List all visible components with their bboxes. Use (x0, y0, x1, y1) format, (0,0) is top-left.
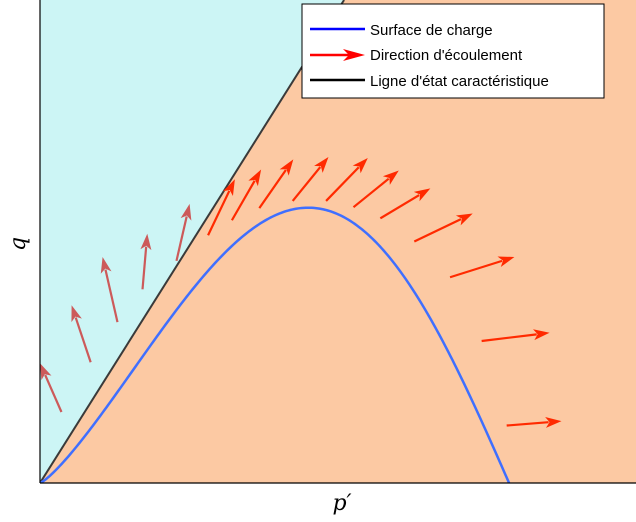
flow-arrow-shaft-4 (175, 216, 188, 262)
flow-arrow-head-15 (545, 416, 562, 428)
legend: Surface de charge Direction d'écoulement… (301, 3, 605, 99)
legend-label-flow-direction: Direction d'écoulement (370, 47, 523, 64)
legend-label-yield-surface: Surface de charge (370, 22, 493, 39)
flow-arrow-head-3 (140, 233, 152, 251)
flow-arrow-shaft-0 (44, 374, 63, 413)
flow-arrow-head-0 (40, 363, 52, 381)
flow-arrow-shaft-11 (379, 194, 420, 220)
flow-arrow-shaft-15 (506, 421, 549, 427)
flow-arrow-shaft-3 (141, 246, 148, 290)
flow-arrow-head-10 (382, 170, 399, 185)
flow-arrow-head-14 (533, 329, 550, 341)
flow-arrow-head-8 (314, 156, 329, 173)
x-axis-label: p′ (332, 491, 351, 516)
flow-arrow-shaft-9 (325, 166, 360, 202)
flow-arrow-head-12 (455, 213, 473, 226)
flow-arrow-head-6 (248, 169, 262, 187)
flow-arrow-head-4 (180, 203, 192, 221)
legend-label-characteristic-line: Ligne d'état caractéristique (370, 73, 549, 90)
flow-arrow-head-1 (71, 305, 82, 323)
yield-surface-contractant-part (40, 206, 511, 483)
legend-box (301, 3, 605, 99)
flow-arrow-shaft-7 (258, 169, 287, 209)
flow-arrow-head-7 (279, 159, 294, 176)
flow-arrow-shaft-8 (291, 166, 322, 202)
flow-arrow-head-9 (352, 157, 368, 174)
flow-arrow-head-2 (100, 256, 112, 274)
flow-arrow-shaft-10 (352, 177, 390, 209)
flow-arrow-shaft-13 (449, 259, 503, 279)
flow-arrow-head-13 (497, 256, 515, 268)
flow-arrow-shaft-14 (481, 333, 537, 343)
flow-arrow-shaft-12 (413, 218, 462, 243)
flow-arrow-shaft-5 (207, 190, 231, 236)
characteristic-state-line (40, 0, 345, 483)
flow-arrow-shaft-6 (230, 180, 256, 221)
legend-sample-flow-direction (310, 49, 365, 61)
flow-arrow-head-5 (223, 179, 235, 196)
y-axis-label: q (6, 237, 31, 251)
flow-arrow-shaft-2 (104, 269, 119, 323)
flow-arrow-head-11 (413, 188, 431, 202)
flow-arrow-shaft-1 (74, 317, 92, 363)
